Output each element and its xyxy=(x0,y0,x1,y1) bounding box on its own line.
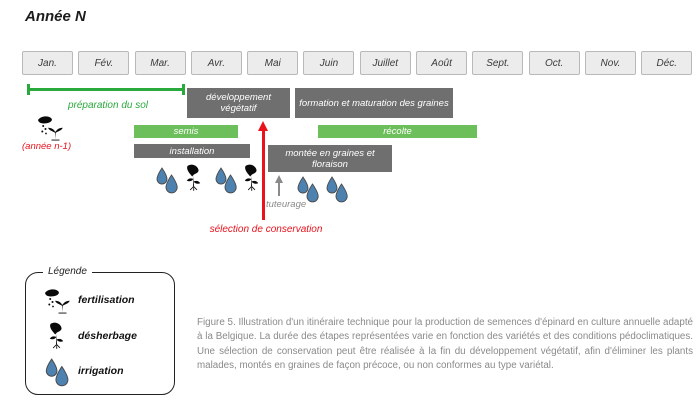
month-jan: Jan. xyxy=(22,51,73,75)
desherbage-icon xyxy=(186,164,201,191)
month-row: Jan. Fév. Mar. Avr. Mai Juin Juillet Aoû… xyxy=(22,51,693,75)
legend-label-irrigation: irrigation xyxy=(78,365,124,377)
figure-caption: Figure 5. Illustration d'un itinéraire t… xyxy=(197,317,693,372)
month-juin: Juin xyxy=(303,51,355,75)
irrigation-icon xyxy=(156,167,178,194)
selection-arrow xyxy=(262,130,265,220)
bar-formation-maturation: formation et maturation des graines xyxy=(295,88,453,118)
bar-installation: installation xyxy=(134,144,250,158)
irrigation-icon xyxy=(215,167,237,194)
month-avr: Avr. xyxy=(190,51,242,75)
preparation-bracket-cap-left xyxy=(27,84,30,95)
tuteurage-arrow-head xyxy=(275,175,283,183)
bar-semis: semis xyxy=(134,125,238,138)
month-nov: Nov. xyxy=(584,51,636,75)
tuteurage-arrow xyxy=(278,182,280,196)
legend-box: Légende fertilisation désherbage irrigat… xyxy=(25,266,175,395)
desherbage-icon xyxy=(49,322,64,349)
month-sept: Sept. xyxy=(472,51,524,75)
irrigation-icon xyxy=(45,358,69,387)
bar-recolte: récolte xyxy=(318,125,477,138)
month-fev: Fév. xyxy=(78,51,130,75)
legend-label-fertilisation: fertilisation xyxy=(78,294,135,306)
month-dec: Déc. xyxy=(641,51,693,75)
fertilisation-icon xyxy=(45,289,70,314)
legend-label-desherbage: désherbage xyxy=(78,330,137,342)
figure-title: Année N xyxy=(25,8,86,25)
selection-label: sélection de conservation xyxy=(209,224,323,235)
preparation-label: préparation du sol xyxy=(67,100,149,111)
month-aout: Août xyxy=(416,51,468,75)
fertilisation-icon xyxy=(38,116,63,141)
desherbage-icon xyxy=(244,164,259,191)
month-juillet: Juillet xyxy=(359,51,411,75)
annee-n1-label: (année n-1) xyxy=(22,141,72,152)
preparation-bracket xyxy=(27,88,185,91)
legend-title: Légende xyxy=(43,266,92,277)
bar-montee-graines: montée en graines et floraison xyxy=(268,145,392,172)
bar-developpement-vegetatif: développement végétatif xyxy=(187,88,290,118)
month-mai: Mai xyxy=(247,51,299,75)
irrigation-icon xyxy=(326,176,348,203)
tuteurage-label: tuteurage xyxy=(266,199,307,210)
selection-arrow-head xyxy=(258,121,268,131)
irrigation-icon xyxy=(297,176,319,203)
preparation-bracket-cap-right xyxy=(182,84,185,95)
month-mar: Mar. xyxy=(134,51,186,75)
month-oct: Oct. xyxy=(528,51,580,75)
